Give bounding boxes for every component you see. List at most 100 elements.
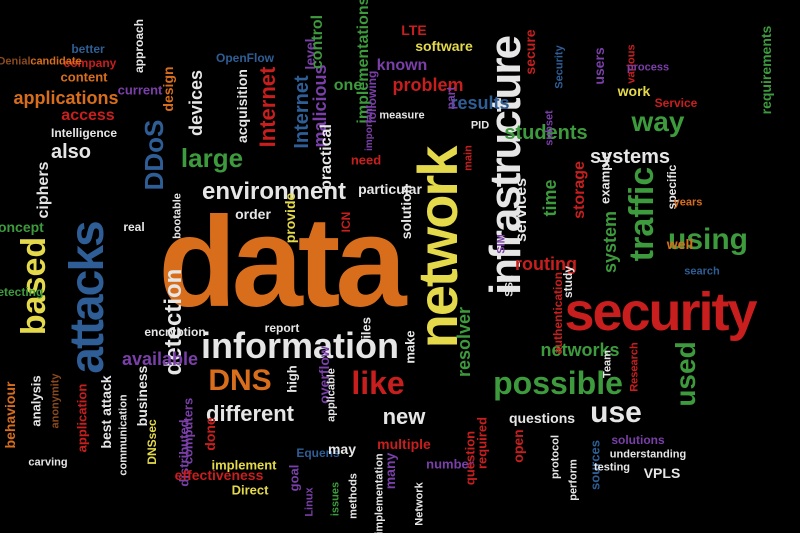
cloud-word: design [160, 66, 176, 112]
cloud-word: OpenFlow [216, 51, 274, 65]
cloud-word: carving [28, 456, 68, 469]
cloud-word: done [202, 417, 218, 451]
cloud-word: many [382, 452, 398, 490]
cloud-word: applications [13, 88, 119, 108]
cloud-word: Denial [0, 55, 31, 68]
cloud-word: years [673, 196, 703, 209]
cloud-word: Linux [303, 487, 316, 517]
cloud-word: SIM [495, 234, 508, 254]
cloud-word: control [309, 14, 326, 70]
cloud-word: open [510, 429, 526, 463]
cloud-word: software [415, 38, 473, 54]
cloud-word: VPLS [643, 465, 681, 481]
cloud-word: provide [282, 192, 298, 244]
cloud-word: part [444, 86, 458, 110]
cloud-word: time [540, 179, 560, 217]
cloud-word: content [60, 69, 108, 85]
cloud-word: security [564, 282, 757, 342]
cloud-word: results [450, 93, 510, 113]
cloud-word: business [134, 365, 150, 427]
cloud-word: environment [201, 178, 347, 205]
cloud-word: concept [0, 219, 44, 235]
cloud-word: services [513, 177, 530, 243]
cloud-word: search [684, 265, 720, 278]
cloud-word: implement [211, 457, 277, 473]
cloud-word: way [631, 106, 685, 137]
cloud-word: Equens [296, 446, 340, 460]
cloud-word: current [117, 82, 163, 98]
cloud-word: measure [379, 109, 425, 122]
cloud-word: understanding [609, 448, 687, 461]
cloud-word: secure [522, 29, 538, 75]
cloud-word: communication [117, 394, 130, 476]
cloud-word: use [590, 396, 642, 429]
cloud-word: different [206, 401, 294, 426]
cloud-word: access [61, 107, 115, 124]
cloud-word: devices [186, 69, 206, 137]
cloud-word: used [670, 341, 701, 407]
cloud-word: Direct [231, 482, 269, 498]
cloud-word: best attack [98, 375, 114, 449]
cloud-word: Internet [291, 75, 313, 149]
cloud-word: Intelligence [50, 126, 118, 140]
cloud-word: work [617, 83, 651, 99]
cloud-word: systems [589, 146, 671, 168]
cloud-word: order [235, 206, 271, 222]
cloud-word: Research [628, 342, 641, 392]
cloud-word: company [63, 56, 117, 70]
cloud-word: application [74, 383, 90, 453]
cloud-word: system [600, 210, 620, 274]
cloud-word: bootable [171, 193, 184, 239]
cloud-word: solutions [611, 433, 665, 447]
cloud-word: possible [493, 365, 623, 401]
cloud-word: ICN [339, 211, 353, 233]
cloud-word: issues [329, 481, 342, 517]
cloud-word: Detecting [0, 285, 44, 299]
cloud-word: users [591, 47, 607, 85]
cloud-word: multiple [377, 436, 431, 452]
cloud-word: need [350, 152, 382, 168]
cloud-word: LTE [401, 22, 427, 38]
cloud-word: may [327, 441, 357, 457]
cloud-word: methods [347, 473, 360, 519]
cloud-word: process [626, 61, 670, 74]
cloud-word: new [382, 404, 426, 429]
cloud-word: high [284, 365, 300, 393]
cloud-word: students [504, 122, 588, 144]
cloud-word: testing [593, 461, 631, 474]
cloud-word: report [264, 321, 300, 335]
cloud-word: better [71, 42, 105, 56]
cloud-word: information [201, 325, 399, 366]
cloud-word: ciphers [35, 161, 52, 219]
cloud-word: make [402, 330, 418, 364]
cloud-word: requirements [758, 25, 774, 115]
cloud-word: number [426, 456, 474, 472]
cloud-word: behaviour [2, 381, 18, 449]
cloud-word: resolver [454, 306, 474, 378]
cloud-word: known [376, 57, 428, 74]
cloud-word: well [666, 236, 694, 252]
cloud-word: DNS [208, 364, 272, 397]
cloud-word: Internet [255, 66, 280, 148]
cloud-word: available [121, 349, 199, 369]
cloud-word: analysis [28, 375, 44, 427]
cloud-word: practical [318, 124, 335, 190]
cloud-word: real [123, 220, 145, 234]
cloud-word: main [462, 145, 475, 171]
cloud-word: candidate [30, 55, 82, 68]
cloud-word: networks [540, 340, 620, 360]
cloud-word: encryption [144, 325, 206, 339]
cloud-word: using [668, 223, 748, 256]
cloud-word: required [474, 416, 490, 470]
cloud-word: Network [413, 482, 426, 526]
cloud-word: particular [358, 181, 422, 197]
cloud-word: data [158, 191, 406, 334]
cloud-word: problem [392, 75, 464, 95]
cloud-word: goal [286, 464, 302, 492]
cloud-word: Team [601, 350, 614, 378]
cloud-word: following [365, 70, 379, 124]
cloud-word: acquisition [234, 69, 250, 143]
cloud-word: perform [567, 459, 580, 501]
cloud-word: solution [398, 184, 414, 240]
cloud-word: attacks [61, 222, 114, 374]
